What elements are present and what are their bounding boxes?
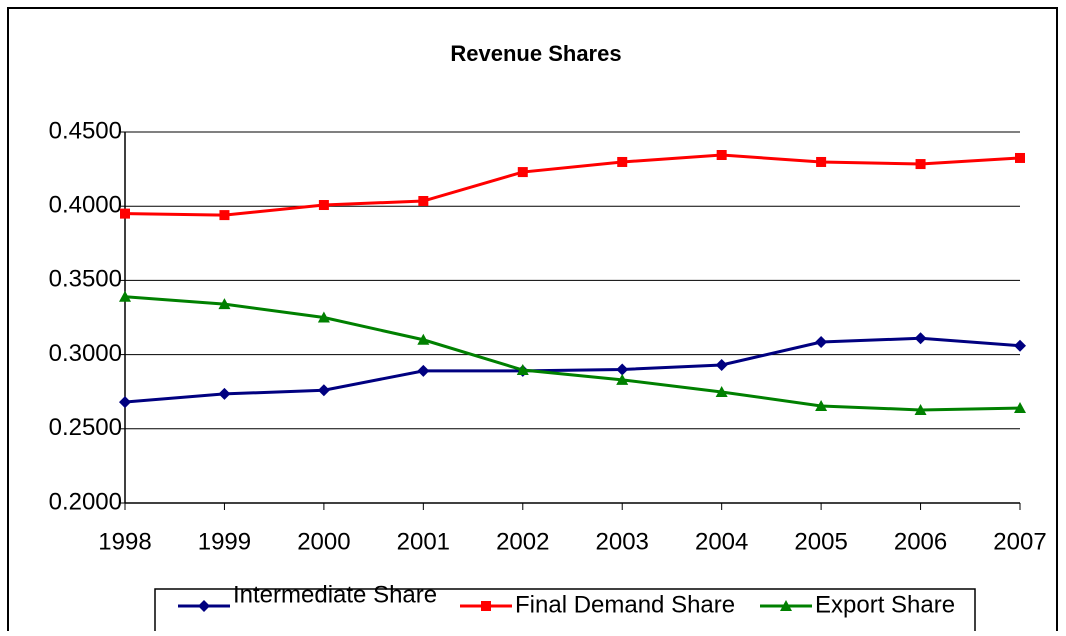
data-point	[616, 373, 629, 385]
data-point	[317, 311, 330, 323]
x-tick-label: 2002	[496, 528, 549, 555]
data-point	[219, 210, 230, 221]
data-point	[516, 364, 529, 376]
legend-box	[154, 588, 976, 636]
data-point	[218, 387, 231, 400]
legend-marker	[481, 601, 491, 611]
data-point	[914, 332, 927, 345]
data-point	[1014, 402, 1026, 414]
legend-label: Export Share	[815, 591, 955, 618]
data-point	[1015, 152, 1025, 163]
legend-label: Intermediate Share	[233, 581, 437, 608]
x-tick-label: 2007	[993, 528, 1046, 555]
data-point	[120, 208, 130, 219]
x-tick-label: 2003	[596, 528, 649, 555]
legend-marker	[780, 600, 792, 611]
data-point	[716, 150, 727, 161]
y-tick-label: 0.4500	[49, 117, 122, 144]
y-tick-label: 0.4000	[49, 192, 122, 219]
data-point	[915, 159, 926, 170]
data-point	[119, 290, 131, 302]
chart-border	[7, 7, 1058, 636]
chart-title: Revenue Shares	[450, 41, 621, 66]
data-point	[517, 167, 528, 178]
x-tick-label: 2000	[297, 528, 350, 555]
data-point	[418, 196, 429, 207]
y-tick-label: 0.3500	[49, 266, 122, 293]
data-point	[815, 399, 828, 411]
x-tick-label: 1999	[198, 528, 251, 555]
series-line	[124, 153, 1021, 217]
data-point	[417, 364, 430, 377]
data-point	[715, 385, 728, 397]
x-tick-label: 2001	[397, 528, 450, 555]
x-tick-label: 2006	[894, 528, 947, 555]
data-point	[119, 396, 131, 409]
x-tick-label: 2005	[794, 528, 847, 555]
data-point	[914, 403, 927, 415]
y-tick-label: 0.2000	[49, 488, 122, 515]
y-tick-label: 0.3000	[49, 340, 122, 367]
legend-marker	[198, 600, 210, 612]
data-point	[317, 384, 330, 397]
y-tick-label: 0.2500	[49, 414, 122, 441]
data-point	[318, 200, 329, 211]
series-line	[124, 336, 1021, 404]
x-tick-label: 1998	[98, 528, 151, 555]
data-point	[617, 156, 628, 167]
data-point	[816, 156, 827, 167]
x-tick-label: 2004	[695, 528, 748, 555]
data-point	[616, 363, 629, 376]
data-point	[715, 358, 728, 371]
data-point	[218, 298, 231, 310]
legend-label: Final Demand Share	[515, 591, 735, 618]
data-point	[1014, 339, 1026, 352]
data-point	[417, 333, 430, 345]
series-line	[124, 295, 1021, 412]
data-point	[815, 335, 828, 348]
